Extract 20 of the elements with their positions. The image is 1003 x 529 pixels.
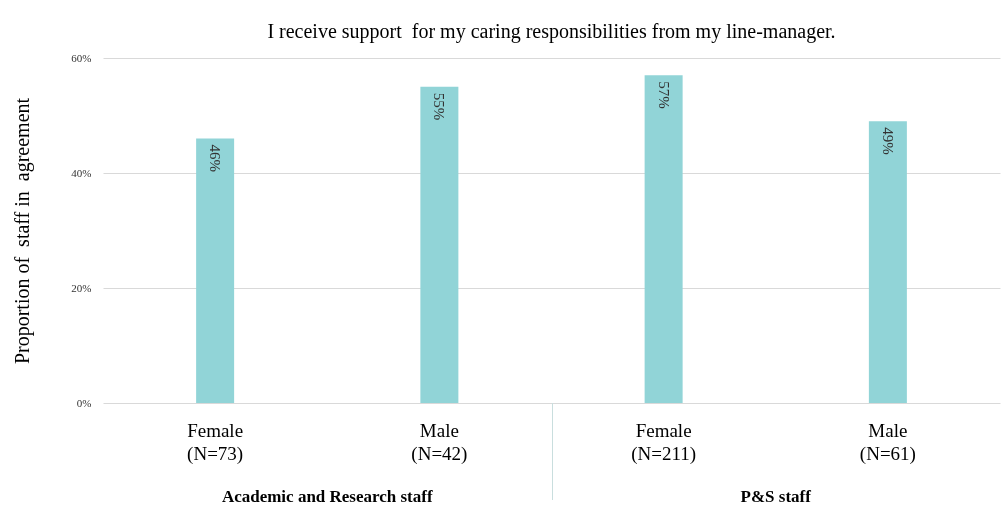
data-label: 57% bbox=[655, 81, 672, 109]
x-tick-label: Male (N=61) bbox=[859, 419, 916, 465]
chart-title: I receive support for my caring responsibilities from my line-manager. bbox=[266, 20, 837, 43]
bar bbox=[644, 75, 683, 403]
y-tick-label: 40% bbox=[71, 166, 92, 179]
bar bbox=[196, 138, 235, 403]
text: Academic and Research staff bbox=[220, 487, 434, 507]
data-label: 55% bbox=[431, 92, 448, 121]
y-axis-title: Proportion of staff in agreement bbox=[10, 97, 34, 364]
bar bbox=[420, 86, 459, 403]
data-label: 46% bbox=[207, 144, 224, 172]
y-tick-label: 60% bbox=[71, 51, 92, 64]
y-tick-label: 20% bbox=[71, 281, 92, 294]
bar bbox=[868, 121, 907, 403]
y-tick-label: 0% bbox=[76, 396, 92, 409]
x-tick-label: Female (N=73) bbox=[187, 419, 244, 465]
data-label: 49% bbox=[879, 127, 896, 155]
x-tick-label: Female (N=211) bbox=[631, 419, 697, 465]
text: P&S staff bbox=[739, 487, 812, 507]
x-tick-label: Male (N=42) bbox=[411, 419, 468, 465]
